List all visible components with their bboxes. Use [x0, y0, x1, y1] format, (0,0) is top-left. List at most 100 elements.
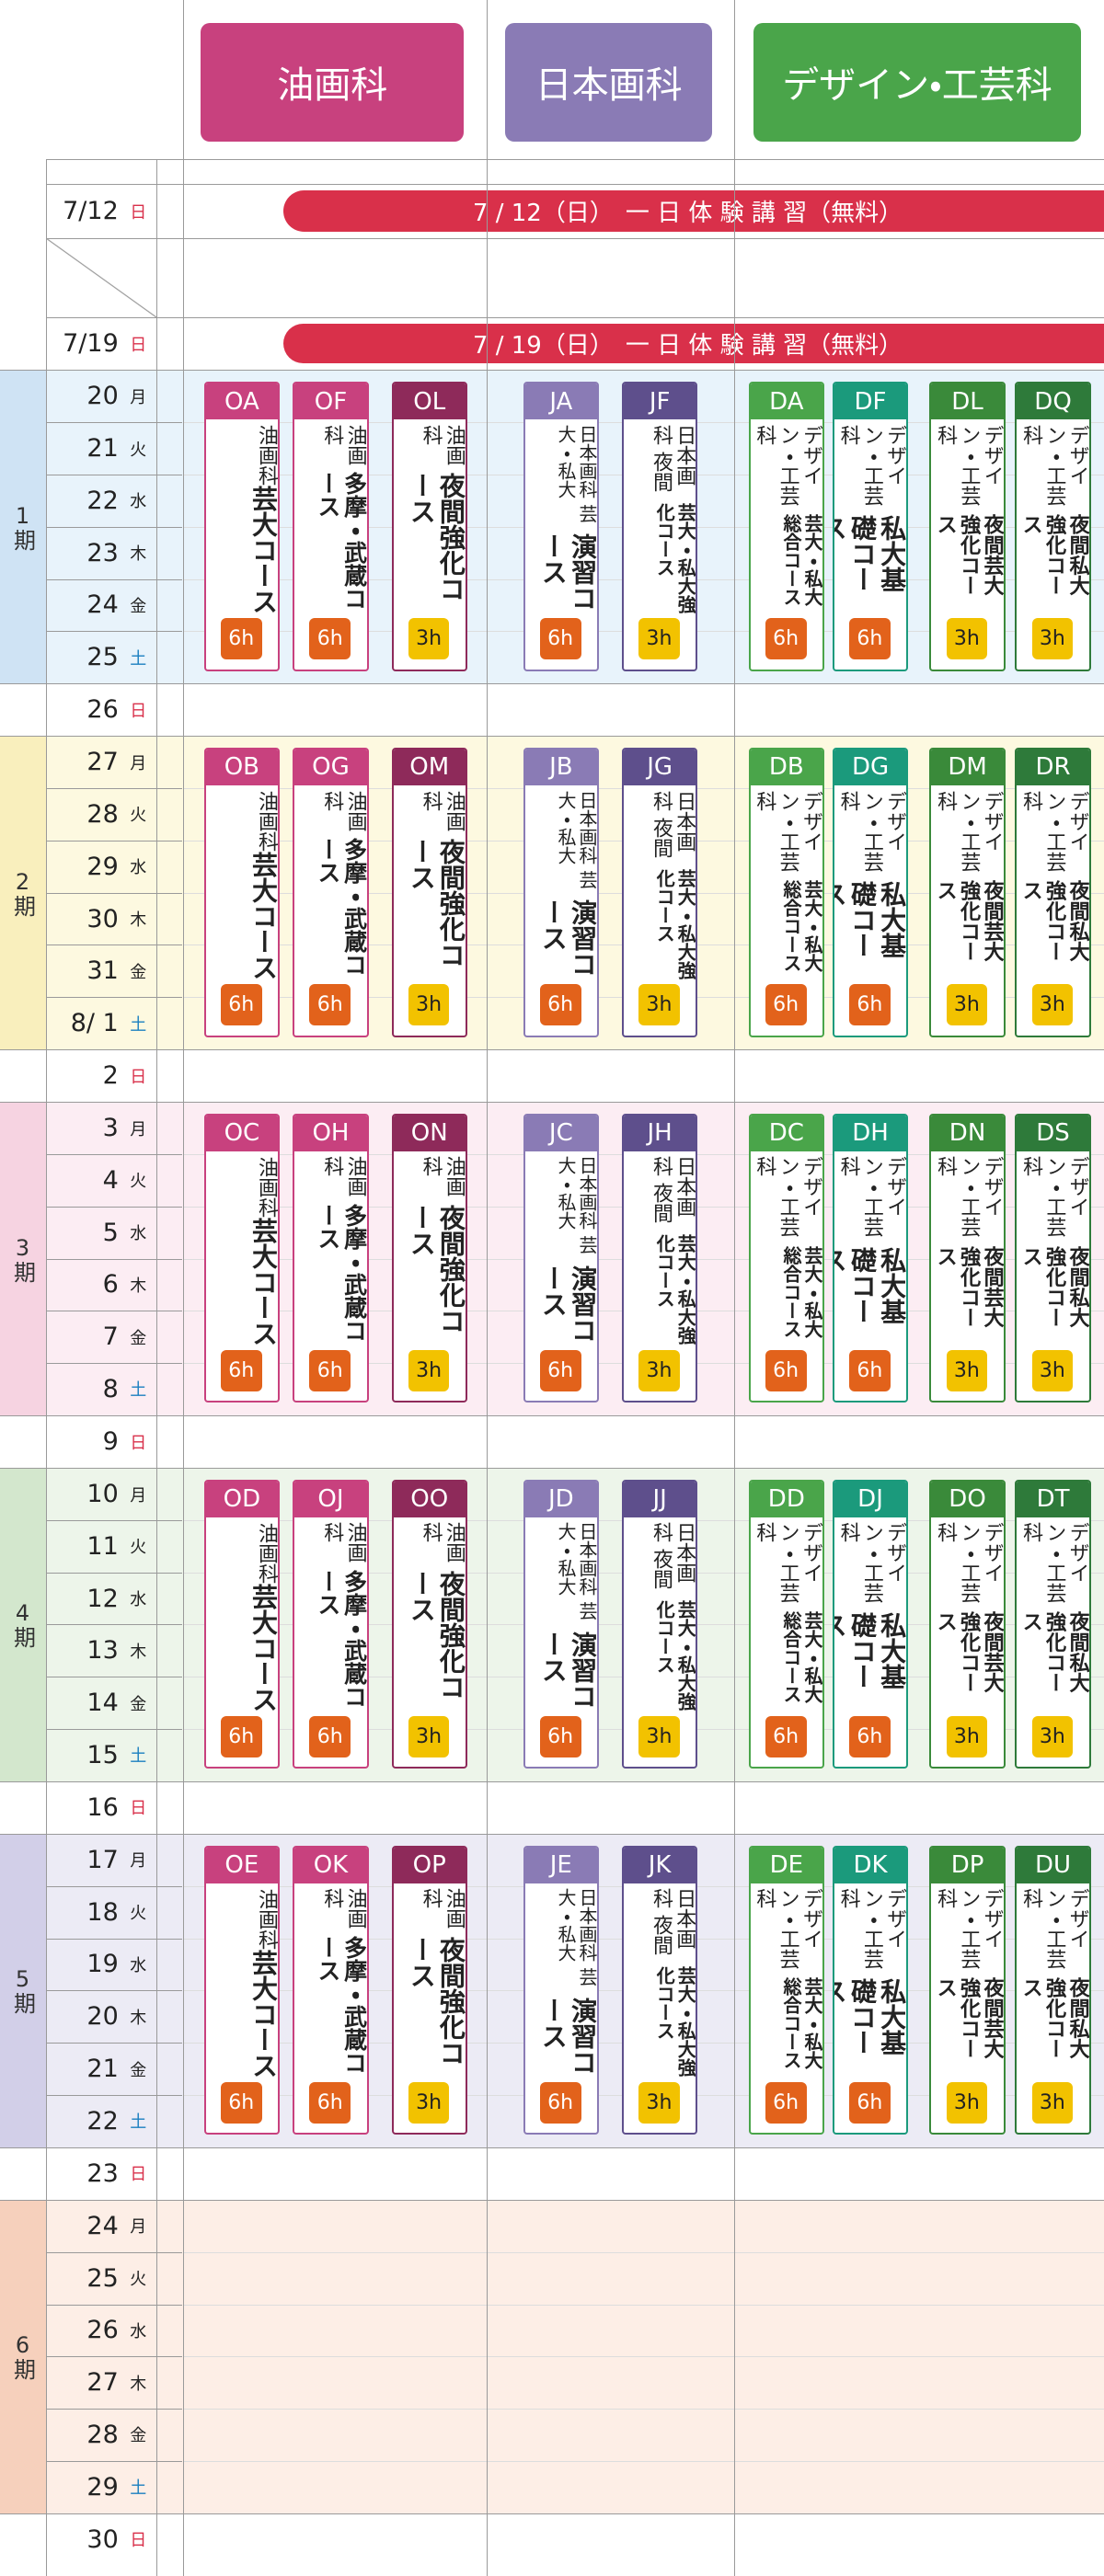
course-name: 油画科多摩・武蔵コース: [294, 1888, 368, 2078]
date: 13: [86, 1636, 119, 1666]
course-code: DN: [931, 1115, 1004, 1152]
course-code: JA: [524, 383, 597, 420]
row-line: [182, 2460, 1104, 2462]
course-code: OM: [393, 749, 466, 786]
course-name-line: デザイン・工芸科: [1019, 1156, 1089, 1238]
date: 26: [86, 2316, 119, 2345]
weekday: 木: [130, 1276, 147, 1296]
course-code: DB: [750, 749, 822, 786]
course-name-line: デザイン・工芸科: [836, 790, 907, 872]
course-name-line: デザイン・工芸科: [1019, 424, 1089, 506]
period-label: 6期: [0, 2199, 47, 2513]
course-name-line: デザイン・工芸科: [934, 424, 1004, 506]
course-card: OB 油画科 芸大コース 6h: [203, 747, 280, 1037]
course-name-line: デザイン・工芸科: [934, 1522, 1004, 1604]
date: 8/ 1: [70, 1009, 119, 1038]
course-card: JG 日本画科 夜間 芸大・私大強化コース 3h: [622, 747, 698, 1037]
course-name-line: デザイン・工芸科: [934, 1156, 1004, 1238]
course-code: OE: [205, 1847, 278, 1883]
course-name-line: デザイン・工芸科: [836, 424, 907, 506]
course-hours: 6h: [765, 618, 807, 659]
weekday: 日: [130, 701, 147, 721]
weekday: 日: [130, 1799, 147, 1819]
course-name: デザイン・工芸科 私大基礎コース: [834, 791, 906, 981]
date: 5: [102, 1218, 119, 1247]
date: 22: [86, 2106, 119, 2135]
course-name-line: 油画科: [320, 790, 367, 831]
course-name-line: 日本画科 夜間: [649, 1522, 696, 1590]
course-name: 油画科 夜間強化コース: [394, 1156, 466, 1346]
course-name-line: 多摩・武蔵コース: [314, 1935, 368, 2074]
course-code: DS: [1017, 1115, 1089, 1152]
course-hours: 3h: [638, 1715, 680, 1757]
course-hours: 6h: [849, 618, 891, 659]
course-name: 油画科 多摩・武蔵コース: [294, 1156, 367, 1346]
course-name: 油画科 多摩・武蔵コース: [294, 1522, 367, 1712]
course-hours: 6h: [539, 984, 581, 1025]
course-code: ON: [393, 1115, 466, 1152]
weekday: 月: [130, 1851, 147, 1872]
course-name-line: 芸大・私大強化コース: [653, 868, 697, 979]
course-name-line: 夜間私大強化コース: [1018, 513, 1090, 596]
course-name-line: 油画科: [320, 1888, 367, 1929]
row-line: [46, 159, 1104, 161]
row-line: [46, 2251, 183, 2253]
course-name-line: 演習コース: [537, 899, 598, 977]
row-line: [46, 1990, 183, 1992]
course-name-line: 夜間強化コース: [406, 838, 466, 967]
course-name-line: 演習コース: [537, 1997, 598, 2075]
row-line: [0, 2513, 1104, 2514]
course-name: 油画科 芸大コース: [206, 1156, 278, 1346]
course-name-line: 私大基礎コース: [832, 1246, 908, 1324]
row-line: [46, 422, 183, 424]
course-card: DR デザイン・工芸科 夜間私大強化コース 3h: [1015, 747, 1091, 1037]
course-code: OC: [205, 1115, 278, 1152]
row-line: [0, 2199, 1104, 2201]
course-code: OO: [393, 1481, 466, 1517]
course-name-line: 芸大・私大強化コース: [653, 502, 697, 613]
period-label: 5期: [0, 1834, 47, 2147]
date: 30: [86, 904, 119, 933]
course-card: JA 日本画科 芸大・私大 演習コース 6h: [523, 381, 599, 671]
weekday: 土: [130, 1380, 147, 1401]
period-label: 2期: [0, 736, 47, 1049]
course-hours: 3h: [638, 1350, 680, 1391]
date: 15: [86, 1740, 119, 1769]
date: 10: [86, 1480, 119, 1508]
course-code: JJ: [624, 1481, 696, 1517]
date: 22: [86, 486, 119, 515]
row-line: [0, 683, 1104, 685]
course-hours: 6h: [220, 1715, 262, 1757]
weekday: 月: [130, 1119, 147, 1139]
course-name-line: 夜間芸大強化コース: [933, 513, 1005, 596]
course-hours: 3h: [638, 2081, 680, 2124]
date: 18: [86, 1897, 119, 1927]
event-banner: 7 / 19（日） 一 日 体 験 講 習（無料）: [282, 324, 1104, 364]
date: 11: [86, 1531, 119, 1561]
weekday: 月: [130, 387, 147, 407]
course-card: DC デザイン・工芸科 芸大・私大総合コース 6h: [748, 1113, 824, 1403]
course-card: DN デザイン・工芸科 夜間芸大強化コース 3h: [929, 1113, 1006, 1403]
row-line: [0, 1468, 1104, 1470]
course-name: デザイン・工芸科 芸大・私大総合コース: [751, 1522, 822, 1712]
date: 3: [102, 1114, 119, 1143]
course-name-line: デザイン・工芸科: [836, 1888, 907, 1970]
course-name-line: 夜間私大強化コース: [1018, 1977, 1090, 2060]
row-line: [46, 2043, 183, 2044]
course-name: デザイン・工芸科私大基礎コース: [834, 1156, 906, 1346]
course-name-line: 夜間芸大強化コース: [933, 1977, 1005, 2060]
course-code: OL: [393, 383, 466, 420]
row-line: [46, 2356, 183, 2358]
period-label: 4期: [0, 1468, 47, 1781]
course-card: JD 日本画科 芸大・私大 演習コース 6h: [523, 1479, 599, 1769]
department-header: 油画科: [201, 23, 465, 142]
course-code: JK: [624, 1847, 696, 1883]
course-card: OM 油画科 夜間強化コース 3h: [391, 747, 467, 1037]
row-line: [46, 1363, 183, 1365]
course-name-line: 夜間芸大強化コース: [933, 1245, 1005, 1328]
course-code: JD: [524, 1481, 597, 1517]
course-name-line: 油画科: [255, 1157, 278, 1219]
diagonal: [46, 238, 156, 318]
course-name-line: デザイン・工芸科: [836, 1156, 907, 1238]
